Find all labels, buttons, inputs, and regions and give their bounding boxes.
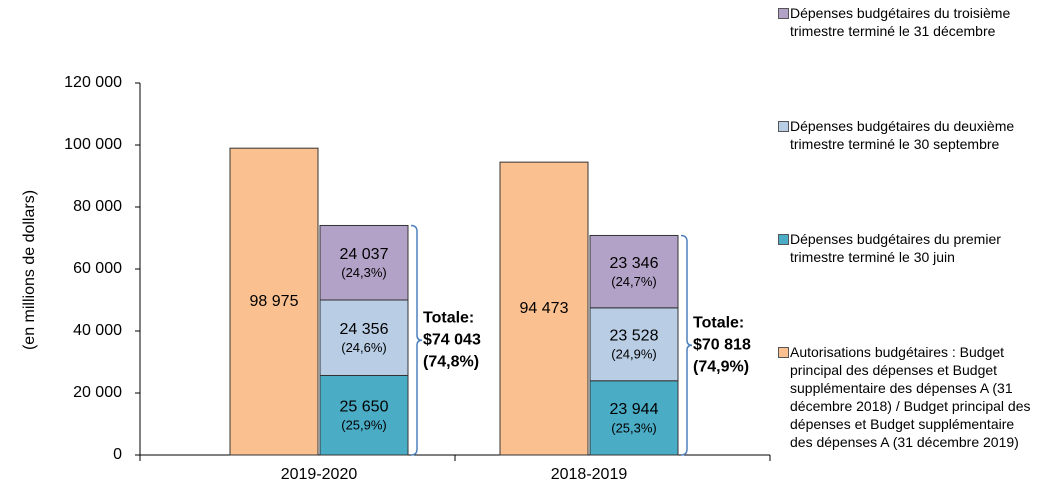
y-axis-title: (en millions de dollars)	[21, 190, 38, 350]
total-brace	[410, 224, 423, 456]
data-label: 23 944	[610, 401, 659, 418]
total-brace	[680, 234, 693, 456]
share-label: (25,3%)	[611, 420, 657, 435]
legend-swatch	[778, 234, 789, 245]
bar	[229, 147, 319, 456]
y-tick-label: 120 000	[64, 74, 122, 91]
y-tick-label: 60 000	[73, 260, 122, 277]
y-tick-label: 80 000	[73, 198, 122, 215]
legend-entry: Autorisations budgétaires : Budget princ…	[776, 343, 1038, 451]
bar-segment	[589, 380, 679, 456]
legend-entry: Dépenses budgétaires du troisième trimes…	[776, 4, 1038, 40]
total-value: $70 818	[693, 336, 751, 353]
y-tick-label: 20 000	[73, 384, 122, 401]
legend-entry: Dépenses budgétaires du premier trimestr…	[776, 230, 1038, 266]
legend-label: Dépenses budgétaires du premier trimestr…	[790, 231, 1001, 265]
bar-segment	[319, 224, 409, 301]
data-label: 23 528	[610, 328, 659, 345]
legend-swatch	[778, 8, 789, 19]
y-tick-label: 0	[113, 446, 122, 463]
legend-label: Dépenses budgétaires du deuxième trimest…	[790, 118, 1015, 152]
total-label: Totale:	[423, 309, 474, 326]
bar-segment	[319, 374, 409, 456]
share-label: (24,9%)	[611, 347, 657, 362]
share-label: (24,7%)	[611, 274, 657, 289]
bar-segment	[319, 299, 409, 376]
total-label: Totale:	[693, 314, 744, 331]
legend-swatch	[778, 347, 789, 358]
share-label: (24,3%)	[341, 265, 387, 280]
y-tick-label: 100 000	[64, 136, 122, 153]
y-tick-label: 40 000	[73, 322, 122, 339]
data-label: 25 650	[340, 398, 389, 415]
data-label: 94 473	[520, 300, 569, 317]
x-tick-label: 2019-2020	[281, 466, 358, 483]
share-label: (24,6%)	[341, 340, 387, 355]
legend-label: Autorisations budgétaires : Budget princ…	[790, 344, 1031, 450]
data-label: 24 037	[340, 246, 389, 263]
data-label: 24 356	[340, 321, 389, 338]
bar	[499, 161, 589, 456]
share-label: (25,9%)	[341, 418, 387, 433]
legend-entry: Dépenses budgétaires du deuxième trimest…	[776, 117, 1038, 153]
data-label: 98 975	[250, 293, 299, 310]
bar-segment	[589, 234, 679, 309]
bar-segment	[589, 307, 679, 382]
legend-swatch	[778, 121, 789, 132]
x-tick-label: 2018-2019	[551, 466, 628, 483]
legend-label: Dépenses budgétaires du troisième trimes…	[790, 5, 1011, 39]
total-share: (74,9%)	[693, 358, 749, 375]
total-share: (74,8%)	[423, 353, 479, 370]
total-value: $74 043	[423, 331, 481, 348]
data-label: 23 346	[610, 255, 659, 272]
